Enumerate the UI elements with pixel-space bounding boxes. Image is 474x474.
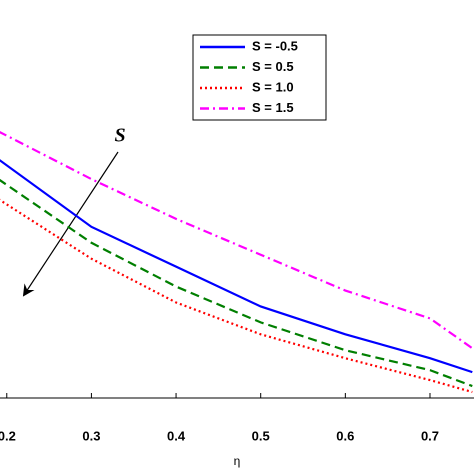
arrow xyxy=(22,151,119,297)
x-tick-label: 0.3 xyxy=(82,428,100,443)
series-line xyxy=(0,198,473,394)
x-axis-label: η xyxy=(234,454,241,468)
x-tick-label: 0.2 xyxy=(0,428,16,443)
series-line xyxy=(0,178,473,388)
legend-label: S = 1.5 xyxy=(252,100,294,115)
legend-label: S = 1.0 xyxy=(252,79,294,94)
legend xyxy=(192,34,327,121)
series-line xyxy=(0,130,473,350)
series-line xyxy=(0,159,473,374)
x-tick-label: 0.7 xyxy=(421,428,439,443)
x-tick-label: 0.4 xyxy=(167,428,186,443)
legend-label: S = -0.5 xyxy=(252,38,298,53)
x-tick-label: 0.5 xyxy=(252,428,270,443)
x-tick-label: 0.6 xyxy=(336,428,354,443)
annotation: S xyxy=(114,125,125,147)
legend-label: S = 0.5 xyxy=(252,59,294,74)
